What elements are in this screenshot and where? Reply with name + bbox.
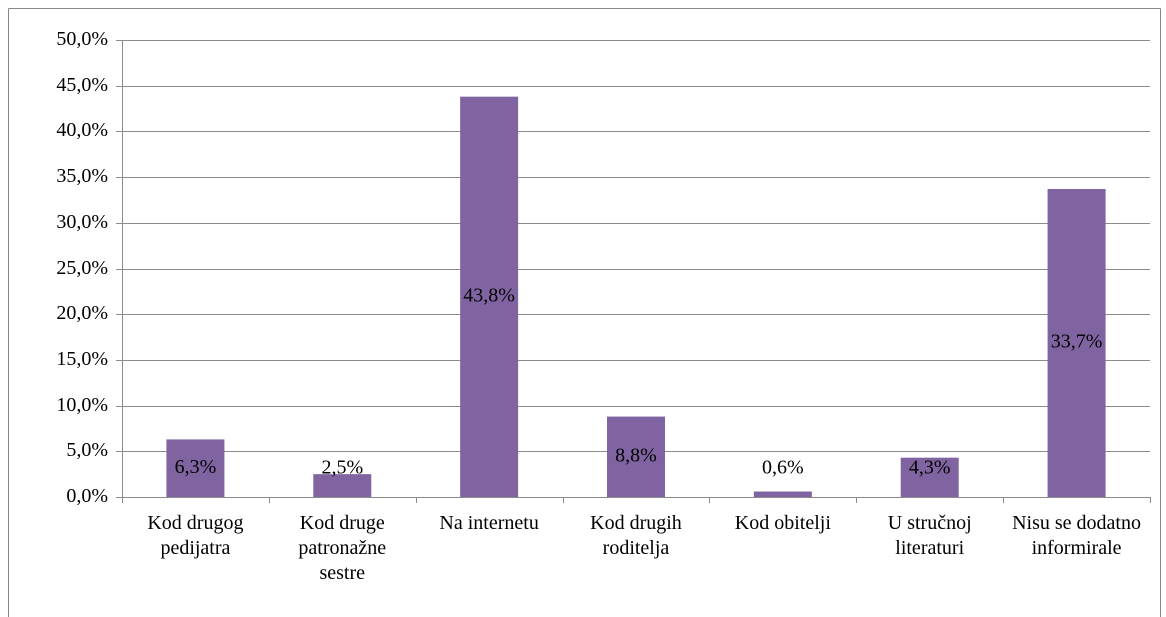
bar [1047,188,1106,497]
x-tick-label: Na internetu [439,512,539,534]
y-tick-label: 0,0% [66,485,108,507]
y-tick-label: 40,0% [56,119,108,141]
y-tick-label: 35,0% [56,165,108,187]
y-tick-label: 10,0% [56,394,108,416]
data-label: 6,3% [175,456,217,478]
y-tick-label: 25,0% [56,257,108,279]
x-tick-label: Kod drugog pedijatra [147,512,244,559]
bar [900,457,959,497]
x-tick-label: U stručnoj literaturi [887,512,972,559]
x-tick-label: Kod druge patronažne sestre [298,512,387,584]
x-tick-label: Kod drugih roditelja [590,512,682,559]
y-tick-label: 5,0% [66,439,108,461]
data-label: 43,8% [463,284,515,306]
x-tick-label: Kod obitelji [734,512,831,534]
y-tick-label: 20,0% [56,302,108,324]
data-label: 8,8% [615,444,657,466]
bar [460,96,519,497]
bar [166,439,225,497]
bar [607,416,665,497]
data-label: 33,7% [1051,331,1103,353]
data-label: 4,3% [909,457,951,479]
data-label: 2,5% [321,457,363,479]
bar [753,491,812,497]
y-tick-label: 30,0% [56,211,108,233]
y-tick-label: 45,0% [56,74,108,96]
y-tick-label: 15,0% [56,348,108,370]
bar [313,474,372,497]
x-tick-label: Nisu se dodatno informirale [1012,512,1141,559]
data-label: 0,6% [762,457,804,479]
y-tick-label: 50,0% [56,28,108,50]
